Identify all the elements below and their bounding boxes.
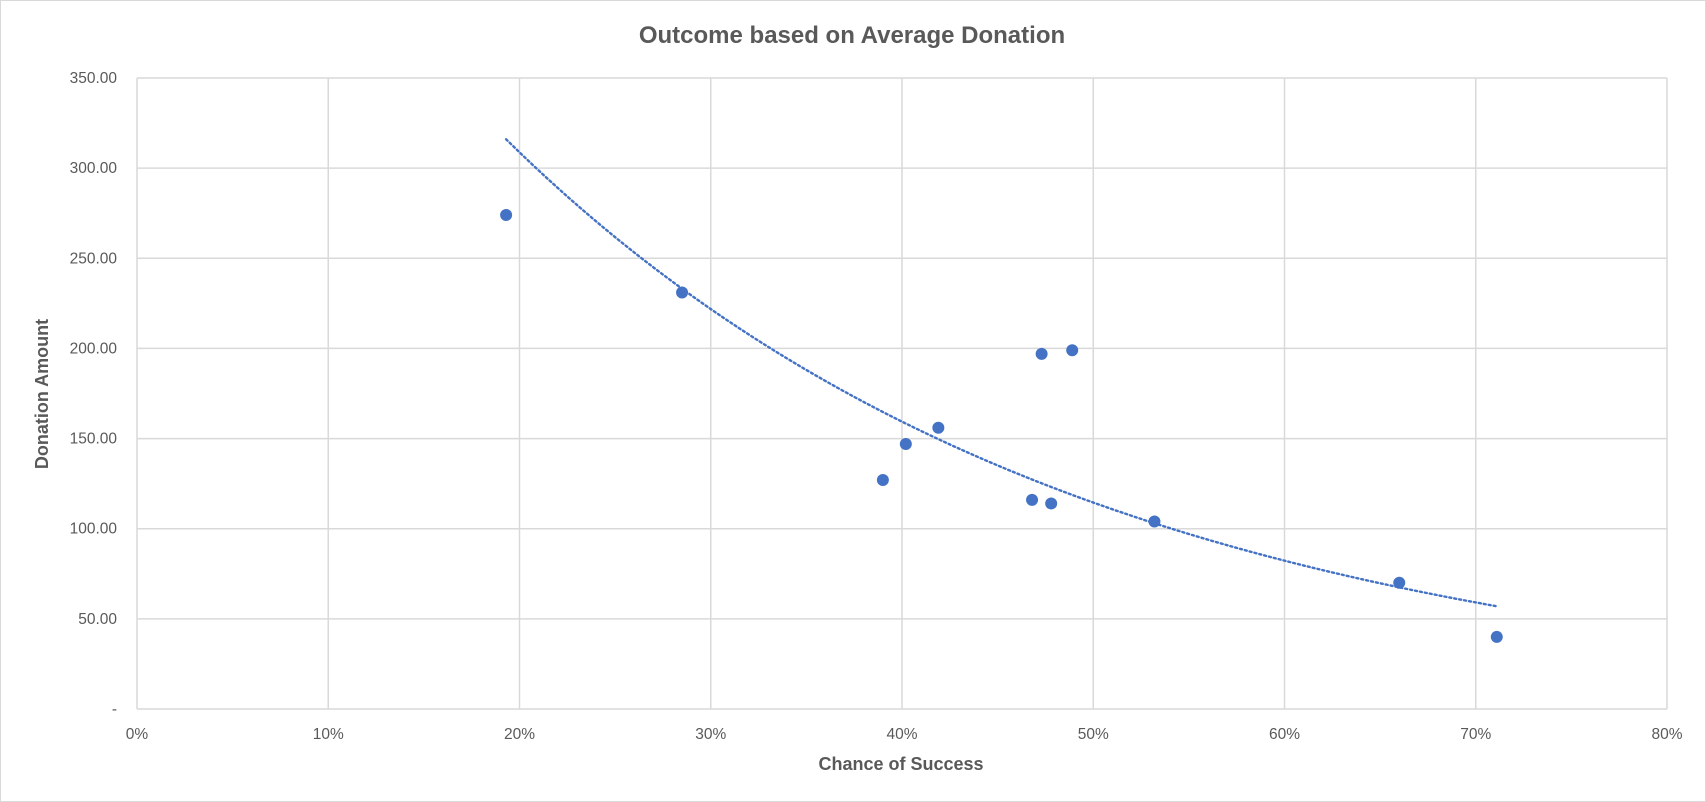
data-point (500, 209, 513, 222)
y-tick-label: 250.00 (70, 250, 118, 267)
x-tick-label: 0% (126, 726, 149, 743)
x-tick-label: 40% (886, 726, 917, 743)
data-point (1393, 576, 1406, 589)
data-point (932, 421, 945, 434)
data-point (1026, 493, 1039, 506)
data-point (1148, 515, 1161, 528)
x-axis-title: Chance of Success (818, 754, 983, 774)
x-tick-label: 50% (1078, 726, 1109, 743)
x-axis-tick-labels: 0% 10% 20% 30% 40% 50% 60% 70% 80% (126, 726, 1683, 743)
y-axis-tick-labels: - 50.00 100.00 150.00 200.00 250.00 300.00 350.… (70, 70, 118, 718)
data-point (1490, 630, 1503, 643)
trendline (504, 138, 1498, 608)
y-tick-label: 350.00 (70, 70, 118, 87)
x-tick-label: 10% (313, 726, 344, 743)
data-point (1066, 344, 1079, 357)
chart-title: Outcome based on Average Donation (639, 22, 1065, 49)
y-tick-label: 150.00 (70, 431, 118, 448)
data-point (876, 474, 889, 487)
x-tick-label: 20% (504, 726, 535, 743)
y-tick-label: - (112, 701, 117, 718)
y-tick-label: 50.00 (78, 611, 117, 628)
data-points (500, 209, 1503, 643)
x-tick-label: 80% (1651, 726, 1682, 743)
data-point (1045, 497, 1058, 510)
gridlines (136, 77, 1668, 710)
x-tick-label: 60% (1269, 726, 1300, 743)
x-tick-label: 70% (1460, 726, 1491, 743)
data-point (1035, 347, 1048, 360)
data-point (899, 437, 912, 450)
y-axis-title: Donation Amount (32, 319, 52, 469)
y-tick-label: 200.00 (70, 340, 118, 357)
data-point (676, 286, 689, 299)
x-tick-label: 30% (695, 726, 726, 743)
y-tick-label: 100.00 (70, 521, 118, 538)
y-tick-label: 300.00 (70, 160, 118, 177)
